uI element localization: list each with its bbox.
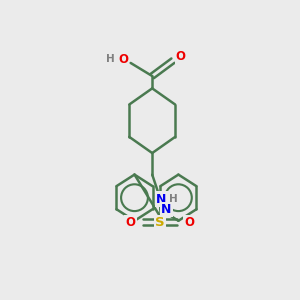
Text: O: O: [118, 52, 128, 66]
Text: S: S: [155, 216, 165, 229]
Text: O: O: [126, 216, 136, 229]
Text: H: H: [169, 194, 178, 204]
Text: H: H: [106, 54, 115, 64]
Text: N: N: [161, 203, 172, 216]
Text: O: O: [176, 50, 186, 63]
Text: N: N: [156, 193, 167, 206]
Text: O: O: [184, 216, 194, 229]
